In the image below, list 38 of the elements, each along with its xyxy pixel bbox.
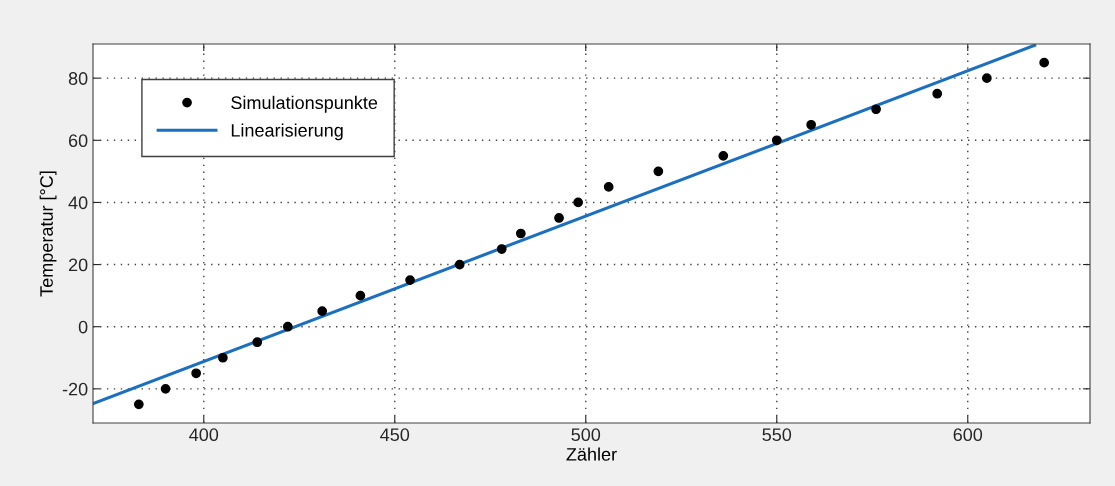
- point: [871, 104, 881, 115]
- point: [160, 383, 171, 394]
- point: [554, 213, 564, 223]
- point: [282, 321, 293, 332]
- x-tick-label: 600: [953, 428, 983, 442]
- y-tick-label: 40: [68, 196, 88, 210]
- point: [454, 259, 465, 270]
- point: [133, 399, 144, 410]
- point: [771, 135, 782, 146]
- point: [405, 275, 415, 285]
- x-tick-label: 550: [762, 428, 792, 442]
- point: [252, 337, 263, 348]
- y-tick-label: -20: [62, 382, 88, 396]
- point: [806, 119, 817, 130]
- point: [218, 352, 228, 363]
- point: [1039, 57, 1050, 68]
- legend-label: Simulationspunkte: [231, 95, 378, 113]
- point: [573, 197, 583, 208]
- point: [653, 166, 664, 177]
- y-tick-label: 0: [78, 320, 88, 334]
- point: [317, 306, 328, 317]
- y-axis-title: Temperatur [°C]: [39, 171, 57, 297]
- y-tick-label: 80: [68, 72, 88, 85]
- x-tick-label: 400: [189, 428, 219, 442]
- y-tick-label: 20: [68, 258, 88, 272]
- point: [982, 73, 992, 84]
- point: [191, 368, 201, 379]
- point: [932, 88, 943, 99]
- point: [603, 182, 614, 192]
- point: [515, 228, 526, 239]
- point: [355, 290, 366, 301]
- x-tick-label: 450: [380, 428, 410, 442]
- legend-label: Linearisierung: [231, 123, 343, 141]
- point: [496, 244, 507, 254]
- y-tick-label: 60: [68, 134, 88, 148]
- x-tick-label: 500: [571, 428, 601, 442]
- point: [718, 150, 729, 161]
- x-axis-title: Zähler: [566, 447, 617, 461]
